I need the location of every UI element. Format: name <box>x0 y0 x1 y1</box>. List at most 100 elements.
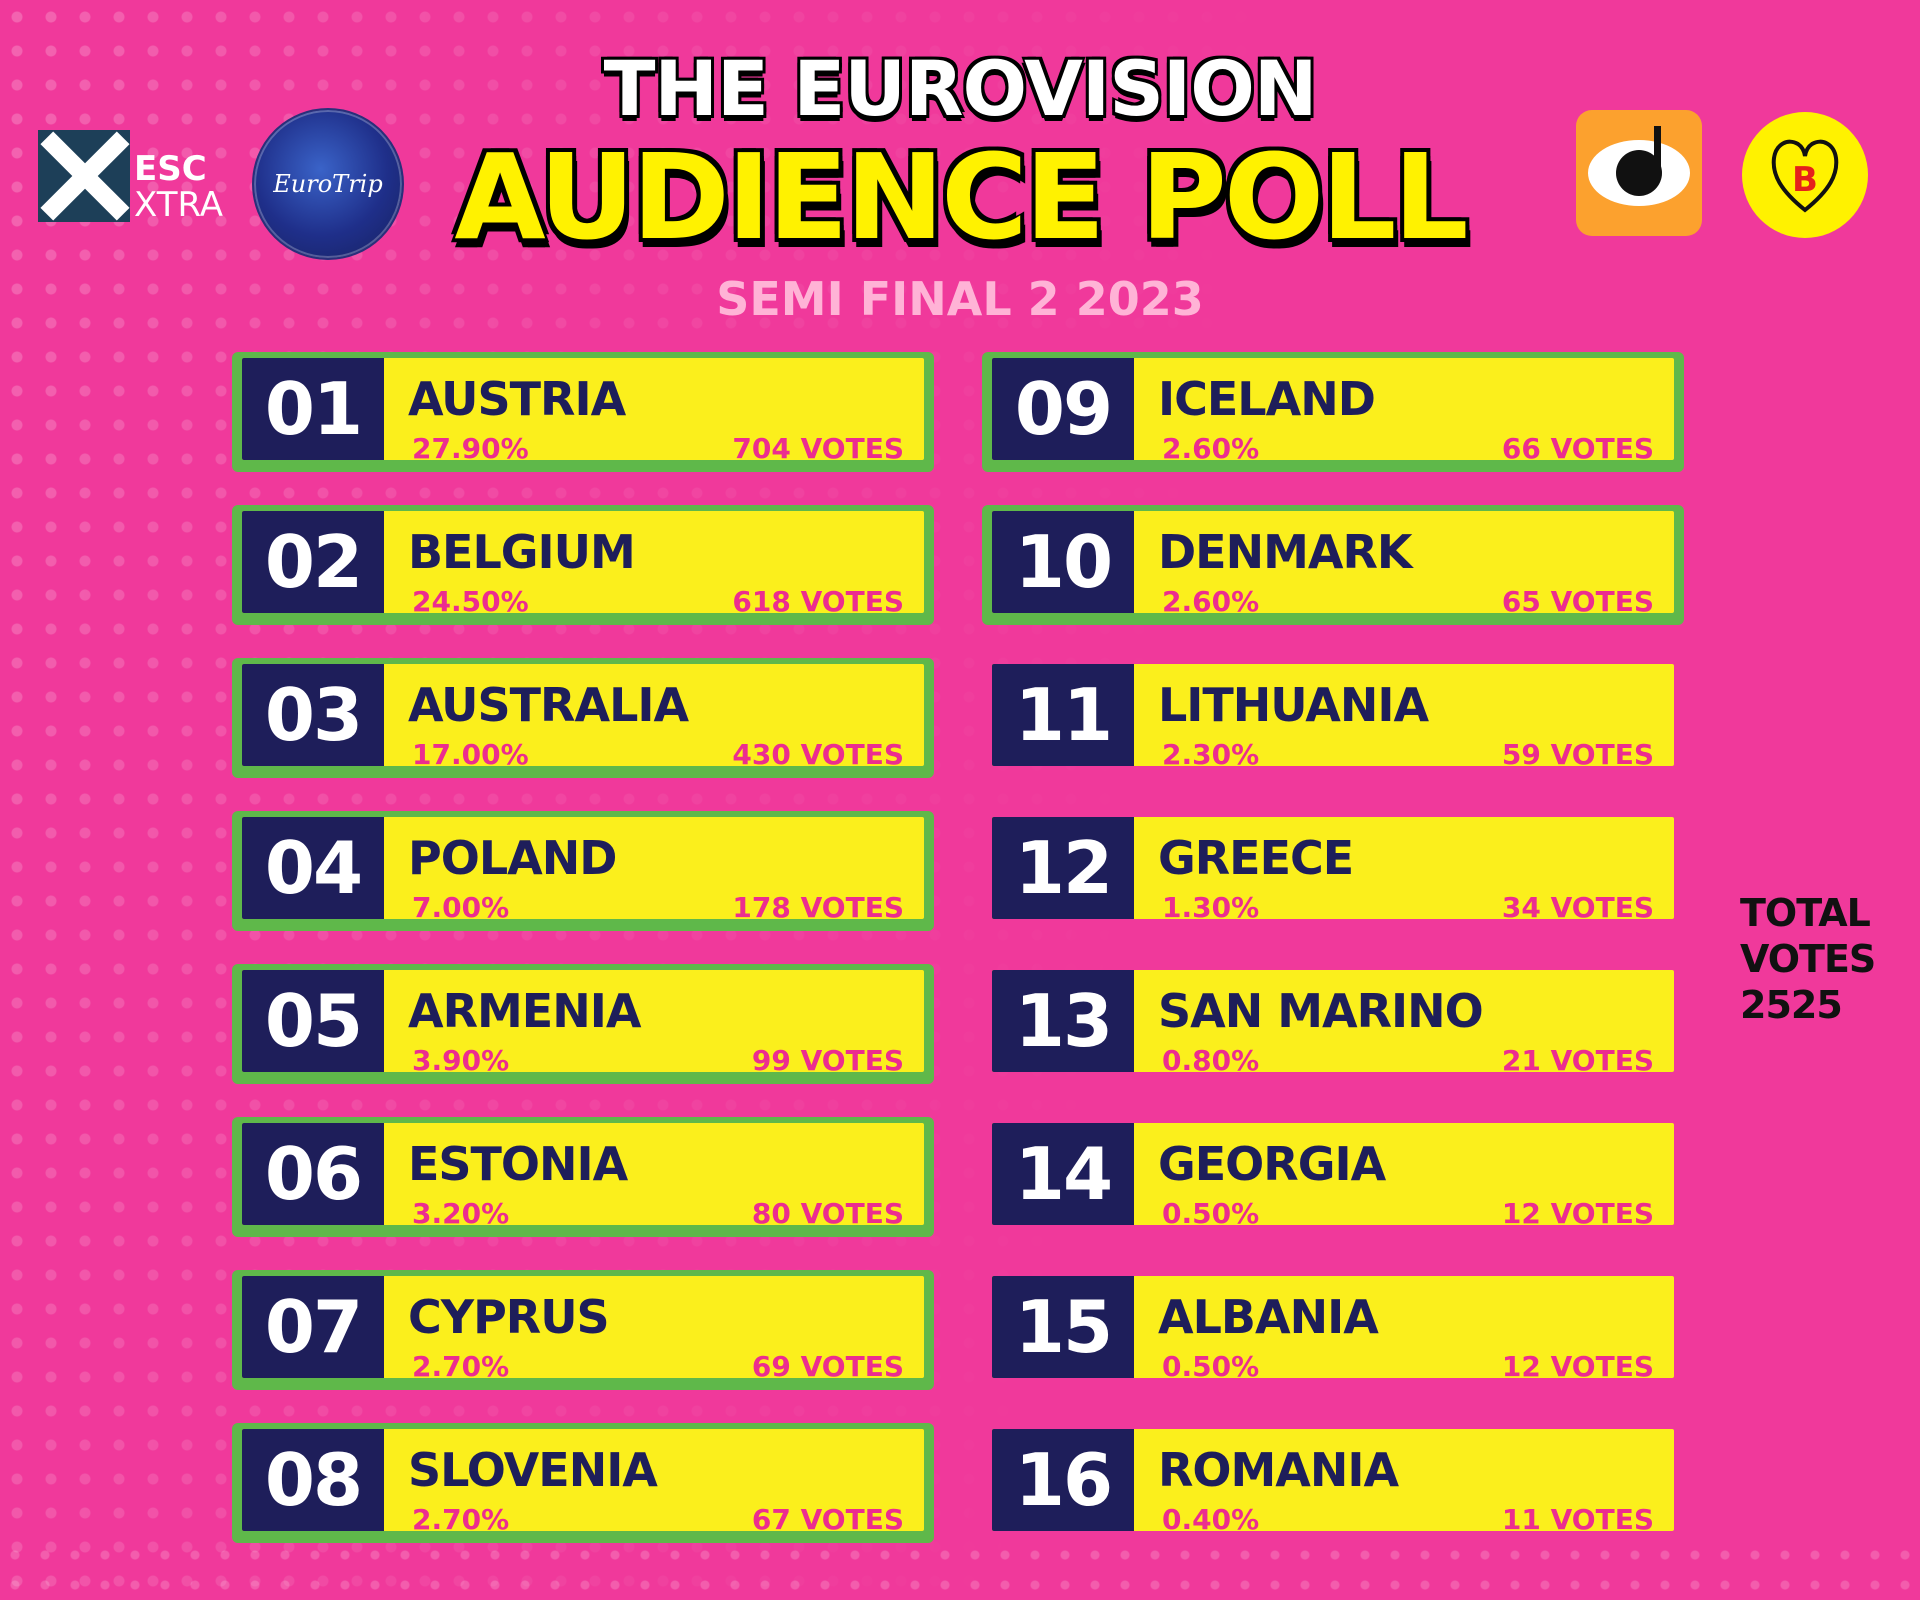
rank-badge: 09 <box>992 358 1134 460</box>
eurotrip-logo-text: EuroTrip <box>273 170 383 198</box>
result-card: 14 GEORGIA 0.50% 12 VOTES <box>982 1117 1684 1237</box>
rank-badge: 04 <box>242 817 384 919</box>
country-name: ESTONIA <box>408 1137 628 1191</box>
country-name: LITHUANIA <box>1158 678 1429 732</box>
result-card: 12 GREECE 1.30% 34 VOTES <box>982 811 1684 931</box>
vote-percentage: 24.50% <box>412 585 529 613</box>
vote-count: 99 VOTES <box>751 1044 904 1072</box>
country-name: AUSTRIA <box>408 372 626 426</box>
vote-percentage: 3.20% <box>412 1197 510 1225</box>
result-card-body: 14 GEORGIA 0.50% 12 VOTES <box>992 1123 1674 1225</box>
rank-number: 14 <box>1014 1132 1113 1216</box>
result-card: 07 CYPRUS 2.70% 69 VOTES <box>232 1270 934 1390</box>
result-card-body: 16 ROMANIA 0.40% 11 VOTES <box>992 1429 1674 1531</box>
result-card-body: 06 ESTONIA 3.20% 80 VOTES <box>242 1123 924 1225</box>
result-card-body: 04 POLAND 7.00% 178 VOTES <box>242 817 924 919</box>
esc-xtra-word-esc: ESC <box>134 149 207 189</box>
country-name: GEORGIA <box>1158 1137 1386 1191</box>
vote-count: 34 VOTES <box>1501 891 1654 919</box>
total-votes-value: 2525 <box>1740 983 1843 1027</box>
rank-number: 12 <box>1014 826 1113 910</box>
vote-count: 66 VOTES <box>1501 432 1654 460</box>
eurotrip-podcast-logo: EuroTrip <box>252 108 404 260</box>
result-card: 11 LITHUANIA 2.30% 59 VOTES <box>982 658 1684 778</box>
vote-count: 618 VOTES <box>732 585 904 613</box>
country-name: BELGIUM <box>408 525 636 579</box>
vote-count: 59 VOTES <box>1501 738 1654 766</box>
vote-count: 12 VOTES <box>1501 1197 1654 1225</box>
rank-badge: 08 <box>242 1429 384 1531</box>
rank-badge: 02 <box>242 511 384 613</box>
country-name: GREECE <box>1158 831 1354 885</box>
rank-badge: 07 <box>242 1276 384 1378</box>
rank-number: 10 <box>1014 520 1113 604</box>
vote-count: 704 VOTES <box>732 432 904 460</box>
country-name: AUSTRALIA <box>408 678 689 732</box>
rank-badge: 01 <box>242 358 384 460</box>
rank-number: 02 <box>264 520 363 604</box>
country-name: ROMANIA <box>1158 1443 1399 1497</box>
total-label-line-1: TOTAL <box>1740 891 1871 935</box>
rank-number: 03 <box>264 673 363 757</box>
country-name: ARMENIA <box>408 984 641 1038</box>
rank-badge: 16 <box>992 1429 1134 1531</box>
country-name: POLAND <box>408 831 617 885</box>
rank-number: 06 <box>264 1132 363 1216</box>
vote-percentage: 0.40% <box>1162 1503 1260 1531</box>
vote-count: 65 VOTES <box>1501 585 1654 613</box>
music-eye-logo <box>1576 110 1702 236</box>
rank-badge: 10 <box>992 511 1134 613</box>
country-name: DENMARK <box>1158 525 1413 579</box>
rank-number: 04 <box>264 826 363 910</box>
background-dot-strip <box>0 1540 1920 1600</box>
total-label-line-2: VOTES <box>1740 937 1876 981</box>
result-card: 05 ARMENIA 3.90% 99 VOTES <box>232 964 934 1084</box>
heart-logo-letter: B <box>1792 160 1818 200</box>
result-card-body: 03 AUSTRALIA 17.00% 430 VOTES <box>242 664 924 766</box>
vote-percentage: 2.60% <box>1162 585 1260 613</box>
rank-badge: 03 <box>242 664 384 766</box>
result-card-body: 05 ARMENIA 3.90% 99 VOTES <box>242 970 924 1072</box>
rank-badge: 05 <box>242 970 384 1072</box>
rank-badge: 14 <box>992 1123 1134 1225</box>
heart-icon <box>1771 139 1839 213</box>
result-card-body: 02 BELGIUM 24.50% 618 VOTES <box>242 511 924 613</box>
rank-number: 13 <box>1014 979 1113 1063</box>
rank-number: 05 <box>264 979 363 1063</box>
result-card-body: 01 AUSTRIA 27.90% 704 VOTES <box>242 358 924 460</box>
result-card: 08 SLOVENIA 2.70% 67 VOTES <box>232 1423 934 1543</box>
vote-percentage: 2.30% <box>1162 738 1260 766</box>
result-card-body: 08 SLOVENIA 2.70% 67 VOTES <box>242 1429 924 1531</box>
heart-b-logo: B <box>1742 112 1868 238</box>
total-votes: TOTAL VOTES 2525 <box>1740 890 1876 1028</box>
poll-subtitle: SEMI FINAL 2 2023 <box>716 272 1204 326</box>
vote-count: 12 VOTES <box>1501 1350 1654 1378</box>
rank-badge: 11 <box>992 664 1134 766</box>
result-card: 03 AUSTRALIA 17.00% 430 VOTES <box>232 658 934 778</box>
vote-percentage: 0.50% <box>1162 1350 1260 1378</box>
vote-percentage: 0.80% <box>1162 1044 1260 1072</box>
result-card: 01 AUSTRIA 27.90% 704 VOTES <box>232 352 934 472</box>
result-card-body: 07 CYPRUS 2.70% 69 VOTES <box>242 1276 924 1378</box>
vote-percentage: 2.60% <box>1162 432 1260 460</box>
result-card: 09 ICELAND 2.60% 66 VOTES <box>982 352 1684 472</box>
vote-count: 11 VOTES <box>1501 1503 1654 1531</box>
country-name: SAN MARINO <box>1158 984 1484 1038</box>
vote-count: 80 VOTES <box>751 1197 904 1225</box>
vote-percentage: 27.90% <box>412 432 529 460</box>
result-card: 02 BELGIUM 24.50% 618 VOTES <box>232 505 934 625</box>
result-card: 06 ESTONIA 3.20% 80 VOTES <box>232 1117 934 1237</box>
result-card-body: 13 SAN MARINO 0.80% 21 VOTES <box>992 970 1674 1072</box>
rank-badge: 13 <box>992 970 1134 1072</box>
result-card: 16 ROMANIA 0.40% 11 VOTES <box>982 1423 1684 1543</box>
result-card-body: 09 ICELAND 2.60% 66 VOTES <box>992 358 1674 460</box>
music-note-icon <box>1654 126 1661 176</box>
country-name: SLOVENIA <box>408 1443 658 1497</box>
vote-percentage: 3.90% <box>412 1044 510 1072</box>
country-name: CYPRUS <box>408 1290 610 1344</box>
rank-number: 09 <box>1014 367 1113 451</box>
vote-count: 178 VOTES <box>732 891 904 919</box>
rank-number: 15 <box>1014 1285 1113 1369</box>
vote-percentage: 17.00% <box>412 738 529 766</box>
vote-percentage: 2.70% <box>412 1503 510 1531</box>
